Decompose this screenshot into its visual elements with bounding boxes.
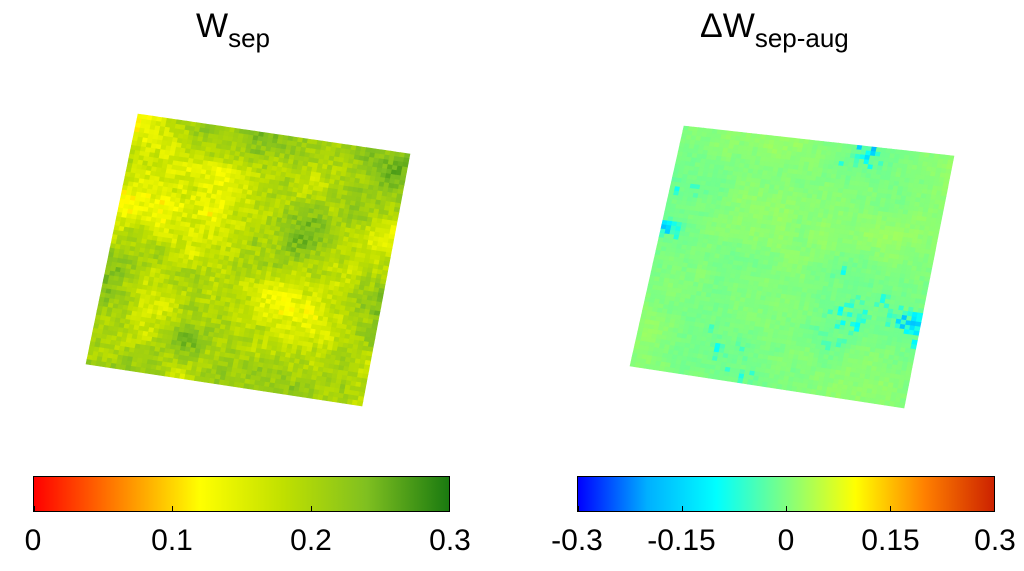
heatmap-delta-cells [629,125,955,409]
heatmap-wsep [80,108,420,413]
heatmap-delta-wsep-aug [626,110,961,415]
heatmap-wsep-cell [356,400,364,407]
chart-title-delta-wsep-aug: ΔWsep-aug [700,7,849,53]
heatmap-wsep-svg [85,113,411,407]
heatmap-delta-wsep-aug-svg [629,125,955,409]
chart-title-wsep: Wsep [196,7,271,53]
heatmap-wsep-cells [85,113,411,407]
